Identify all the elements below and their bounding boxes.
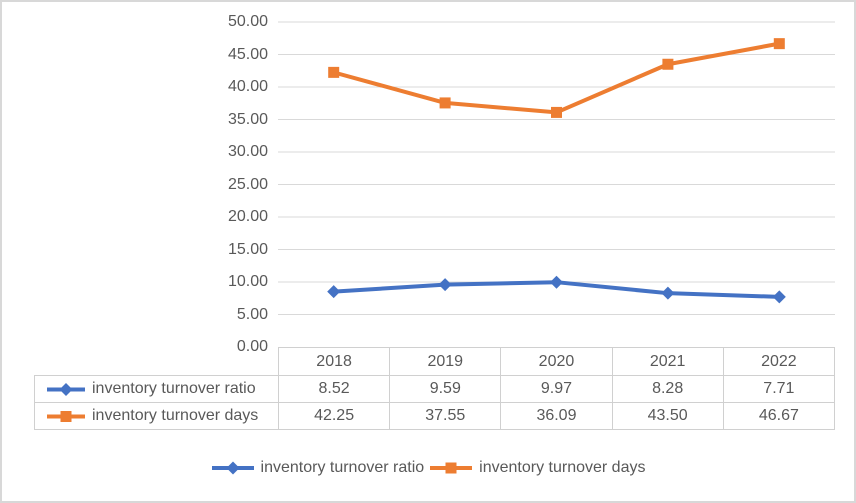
legend-key-marker [445, 462, 457, 474]
legend-key-diamond [47, 382, 85, 396]
data-point-ratio-2022 [772, 290, 786, 304]
legend-key-marker [226, 461, 240, 475]
series-line-days [331, 41, 782, 115]
y-axis-tick-label: 40.00 [227, 78, 268, 95]
series-label-cell: inventory turnover days [34, 402, 279, 430]
legend-key-marker [59, 382, 73, 396]
value-cell: 46.67 [722, 402, 836, 430]
legend-key-marker [60, 410, 72, 422]
year-header-2021: 2021 [611, 347, 724, 376]
table-row: inventory turnover ratio 8.52 9.59 9.97 8.28… [34, 375, 836, 403]
value-cell: 7.71 [722, 375, 836, 403]
value-cell: 9.59 [389, 375, 502, 403]
year-header-2018: 2018 [277, 347, 391, 376]
y-axis-tick-label: 5.00 [236, 305, 268, 323]
y-axis-tick-label: 30.00 [227, 143, 268, 160]
legend-label: inventory turnover ratio [260, 459, 425, 476]
y-axis-tick-label: 50.00 [227, 13, 268, 30]
y-axis-tick-label: 45.00 [227, 45, 268, 63]
legend-item-ratio: inventory turnover ratio [211, 459, 425, 477]
y-axis-tick-label: 25.00 [227, 175, 268, 193]
chart-legend: inventory turnover ratio inventory turnov… [0, 459, 856, 477]
value-cell: 42.25 [277, 402, 391, 430]
y-axis-tick-label: 0.00 [236, 338, 268, 355]
legend-key-diamond [211, 461, 254, 475]
series-label: inventory turnover days [92, 407, 259, 424]
data-point-ratio-2019 [438, 278, 452, 292]
value-cell: 43.50 [611, 402, 724, 430]
y-axis-tick-label: 35.00 [227, 110, 268, 128]
value-cell: 36.09 [500, 402, 613, 430]
year-header-2019: 2019 [389, 347, 502, 376]
legend-key-square [430, 462, 473, 474]
data-point-days-2018 [328, 66, 340, 78]
data-point-days-2020 [551, 106, 562, 118]
series-label-cell: inventory turnover ratio [34, 375, 279, 403]
data-point-days-2022 [773, 38, 785, 50]
data-point-ratio-2021 [661, 286, 675, 300]
y-axis-tick-label: 10.00 [227, 273, 268, 290]
table-row: inventory turnover days 42.25 37.55 36.09 43… [34, 402, 836, 430]
y-axis-tick-label: 20.00 [227, 208, 268, 225]
y-axis-tick-label: 15.00 [227, 240, 268, 258]
data-point-days-2021 [662, 58, 674, 70]
value-cell: 8.28 [611, 375, 724, 403]
year-header-2022: 2022 [722, 347, 836, 376]
value-cell: 37.55 [389, 402, 502, 430]
series-label: inventory turnover ratio [92, 380, 256, 397]
data-point-ratio-2018 [327, 285, 341, 299]
legend-item-days: inventory turnover days [429, 459, 645, 477]
data-point-ratio-2020 [550, 275, 563, 289]
value-cell: 8.52 [277, 375, 391, 403]
year-header-2020: 2020 [500, 347, 613, 376]
data-point-days-2019 [439, 97, 451, 109]
legend-label: inventory turnover days [479, 459, 646, 476]
legend-key-square [47, 410, 85, 422]
value-cell: 9.97 [500, 375, 613, 403]
table-corner-cell [35, 348, 279, 376]
data-table: 2018 2019 2020 2021 2022 inventory turnover r… [34, 347, 836, 430]
